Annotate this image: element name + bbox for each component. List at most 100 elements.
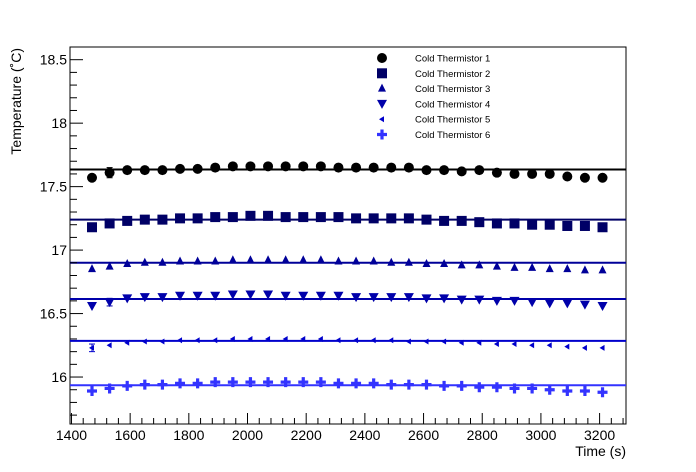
data-point <box>210 377 221 388</box>
data-point <box>529 342 535 349</box>
data-point <box>474 217 485 228</box>
legend-label: Cold Thermistor 4 <box>415 99 490 110</box>
data-point <box>493 341 499 348</box>
data-point <box>264 255 273 264</box>
data-point <box>421 294 432 304</box>
legend: Cold Thermistor 1 Cold Thermistor 2 Cold T… <box>377 53 490 141</box>
plot-frame <box>69 46 627 425</box>
data-point <box>104 167 115 178</box>
data-point <box>139 165 150 176</box>
data-point <box>280 212 291 223</box>
data-point <box>441 338 447 345</box>
data-point <box>386 379 397 390</box>
data-point <box>122 215 133 226</box>
data-point <box>139 379 150 390</box>
data-point <box>579 172 590 183</box>
data-point <box>421 214 432 225</box>
data-point <box>104 383 115 394</box>
x-axis-label: Time (s) <box>575 443 626 459</box>
data-point <box>211 256 220 265</box>
data-point <box>315 291 326 301</box>
x-tick-label: 2200 <box>291 427 322 443</box>
legend-label: Cold Thermistor 1 <box>415 54 490 65</box>
data-point <box>370 337 376 344</box>
data-point <box>597 301 608 311</box>
data-point <box>141 338 147 345</box>
data-point <box>386 213 397 224</box>
data-point <box>476 339 482 346</box>
data-point <box>157 214 168 225</box>
data-point <box>263 161 274 172</box>
data-point <box>193 256 202 265</box>
data-point <box>159 338 165 345</box>
data-point <box>282 335 288 342</box>
legend-marker <box>377 99 387 109</box>
data-point <box>474 382 485 393</box>
data-point <box>192 213 203 224</box>
data-point <box>439 380 450 391</box>
data-point <box>511 341 517 348</box>
data-point <box>298 291 309 301</box>
data-point <box>299 255 308 264</box>
data-point <box>544 299 555 309</box>
data-point <box>491 218 502 229</box>
legend-label: Cold Thermistor 2 <box>415 69 490 80</box>
data-point <box>405 338 411 345</box>
data-point <box>509 383 520 394</box>
data-point <box>351 213 362 224</box>
data-point <box>423 338 429 345</box>
data-point <box>579 220 590 231</box>
data-point <box>281 255 290 264</box>
fit-lines <box>70 168 626 387</box>
data-point <box>386 293 397 303</box>
x-tick-label: 1800 <box>173 427 204 443</box>
data-point <box>245 377 256 388</box>
data-point <box>157 293 168 303</box>
x-tick-label: 2000 <box>232 427 263 443</box>
data-point <box>333 162 344 173</box>
data-point <box>545 264 554 273</box>
data-point <box>263 290 274 300</box>
data-point <box>227 212 238 223</box>
data-point <box>263 210 274 221</box>
data-point <box>88 264 97 273</box>
data-point <box>315 377 326 388</box>
data-point <box>597 222 608 233</box>
data-point <box>562 220 573 231</box>
data-point <box>192 378 203 389</box>
data-point <box>246 255 255 264</box>
legend-label: Cold Thermistor 3 <box>415 84 490 95</box>
data-point <box>333 291 344 301</box>
data-point <box>562 299 573 309</box>
data-point <box>491 167 502 178</box>
data-point <box>368 213 379 224</box>
data-point <box>509 168 520 179</box>
data-point <box>353 337 359 344</box>
x-tick-label: 1600 <box>115 427 146 443</box>
data-point <box>403 162 414 173</box>
data-point <box>175 163 186 174</box>
data-point <box>157 379 168 390</box>
data-point <box>403 293 414 303</box>
legend-marker <box>379 116 384 123</box>
data-point <box>564 343 570 350</box>
data-point <box>335 337 341 344</box>
x-tick-label: 3200 <box>584 427 615 443</box>
data-point <box>210 212 221 223</box>
data-point <box>265 335 271 342</box>
data-point <box>546 342 552 349</box>
data-point <box>333 212 344 223</box>
data-point <box>456 166 467 177</box>
data-point <box>475 260 484 269</box>
data-point <box>315 212 326 223</box>
data-point <box>474 295 485 305</box>
data-point <box>123 259 132 268</box>
x-tick-label: 1400 <box>56 427 87 443</box>
data-point <box>544 219 555 230</box>
data-point <box>229 335 235 342</box>
data-point <box>247 335 253 342</box>
data-point <box>388 337 394 344</box>
data-point <box>422 259 431 268</box>
data-point <box>139 214 150 225</box>
